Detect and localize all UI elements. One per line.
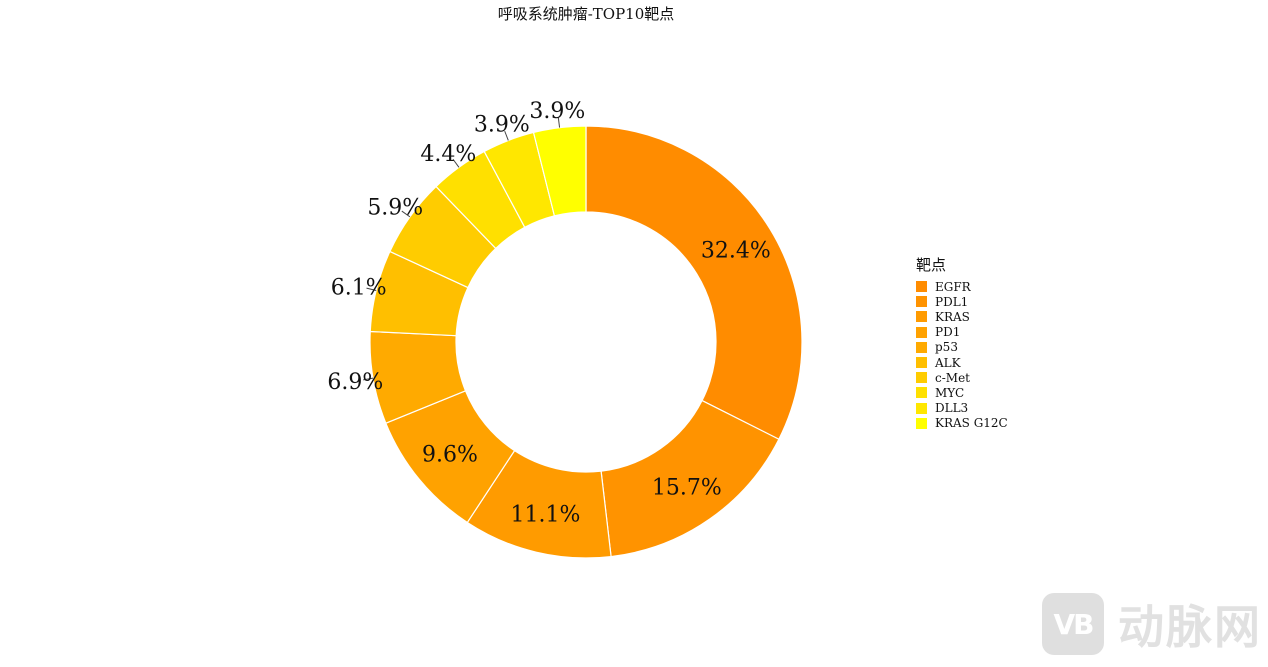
slice-label-pdl1: 15.7% — [652, 475, 722, 500]
legend-item-p53: p53 — [916, 340, 1008, 355]
legend-swatch — [916, 296, 927, 308]
slice-kras-g12c — [532, 125, 587, 217]
slice-label-egfr: 32.4% — [701, 239, 771, 264]
legend-swatch — [916, 402, 927, 414]
slice-label-alk: 6.1% — [331, 275, 387, 300]
slice-egfr — [585, 125, 803, 441]
slice-label-p53: 6.9% — [327, 370, 383, 395]
leader-line-kras-g12c — [557, 117, 561, 128]
slice-label-myc: 4.4% — [420, 142, 476, 167]
legend-label: PDL1 — [935, 294, 969, 309]
legend-item-kras-g12c: KRAS G12C — [916, 416, 1008, 431]
legend-label: KRAS — [935, 309, 970, 324]
watermark: VB 动脉网 — [1042, 591, 1262, 657]
legend-swatch — [916, 372, 927, 384]
slice-label-c-met: 5.9% — [367, 195, 423, 220]
legend-label: EGFR — [935, 279, 971, 294]
legend-swatch — [916, 387, 927, 399]
legend-swatch — [916, 326, 927, 338]
leader-line-c-met — [401, 210, 411, 218]
legend-label: PD1 — [935, 325, 961, 340]
legend-item-alk: ALK — [916, 355, 1008, 370]
legend-items: EGFR PDL1 KRAS PD1 p53 ALK c-Met MYC DLL3 KRAS G1… — [916, 279, 1008, 431]
watermark-text: 动脉网 — [1118, 600, 1262, 654]
chart-title: 呼吸系统肿瘤-TOP10靶点 — [497, 5, 675, 23]
slice-label-kras: 11.1% — [510, 502, 580, 527]
leader-line-p53 — [363, 377, 374, 381]
legend-label: p53 — [935, 340, 958, 355]
legend-label: MYC — [935, 385, 965, 400]
leader-line-myc — [452, 158, 460, 168]
legend-title: 靶点 — [916, 256, 947, 274]
legend-item-c-met: c-Met — [916, 370, 1008, 385]
legend-item-kras: KRAS — [916, 309, 1008, 324]
legend-swatch — [916, 341, 927, 353]
leader-line-alk — [366, 287, 377, 292]
legend: 靶点 EGFR PDL1 KRAS PD1 p53 ALK c-Met MYC DLL3 KRAS… — [916, 254, 1008, 431]
legend-label: c-Met — [935, 370, 970, 385]
legend-swatch — [916, 417, 927, 429]
watermark-logo-text: VB — [1053, 607, 1094, 641]
watermark-logo: VB — [1042, 593, 1104, 655]
slice-label-kras-g12c: 3.9% — [529, 99, 585, 124]
legend-item-pdl1: PDL1 — [916, 294, 1008, 309]
legend-label: ALK — [935, 355, 961, 370]
legend-swatch — [916, 357, 927, 369]
legend-label: KRAS G12C — [935, 416, 1008, 431]
legend-label: DLL3 — [935, 401, 969, 416]
slice-labels: 32.4% 15.7% 11.1% 9.6% 6.9% 6.1% 5.9% 4.4% 3.9%3… — [327, 99, 770, 528]
legend-swatch — [916, 311, 927, 323]
legend-item-myc: MYC — [916, 385, 1008, 400]
legend-swatch — [916, 281, 927, 293]
legend-item-egfr: EGFR — [916, 279, 1008, 294]
legend-item-dll3: DLL3 — [916, 401, 1008, 416]
slice-label-dll3: 3.9% — [474, 113, 530, 138]
leader-line-dll3 — [504, 130, 509, 141]
legend-item-pd1: PD1 — [916, 325, 1008, 340]
donut-slices — [369, 125, 803, 559]
slice-label-pd1: 9.6% — [422, 443, 478, 468]
